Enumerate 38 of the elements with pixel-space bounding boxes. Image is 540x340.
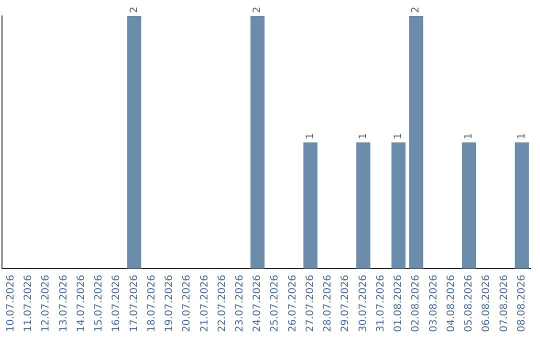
x-tick-label: 04.08.2026 bbox=[446, 274, 457, 332]
data-label: 1 bbox=[393, 132, 404, 140]
x-tick-label: 18.07.2026 bbox=[146, 274, 158, 332]
x-tick-label: 23.07.2026 bbox=[234, 274, 246, 332]
x-tick-label: 15.07.2026 bbox=[94, 274, 105, 332]
x-tick-label: 21.07.2026 bbox=[199, 274, 210, 332]
data-label: 1 bbox=[516, 132, 528, 140]
x-tick-label: 05.08.2026 bbox=[464, 274, 475, 332]
data-label: 2 bbox=[252, 6, 264, 13]
x-tick-label: 28.07.2026 bbox=[322, 274, 334, 332]
data-label: 2 bbox=[410, 6, 422, 13]
x-tick-label: 19.07.2026 bbox=[164, 274, 176, 332]
x-tick-label: 16.07.2026 bbox=[111, 274, 122, 332]
x-tick-label: 22.07.2026 bbox=[216, 274, 228, 332]
x-tick-label: 08.08.2026 bbox=[516, 274, 528, 332]
x-tick-label: 12.07.2026 bbox=[40, 274, 52, 332]
x-tick-label: 01.08.2026 bbox=[393, 274, 404, 332]
data-label: 1 bbox=[464, 132, 475, 140]
x-tick-label: 02.08.2026 bbox=[410, 274, 422, 332]
x-tick-label: 10.07.2026 bbox=[5, 274, 16, 332]
x-tick-label: 30.07.2026 bbox=[358, 274, 369, 332]
x-tick-label: 24.07.2026 bbox=[252, 274, 264, 332]
x-tick-label: 26.07.2026 bbox=[287, 274, 298, 332]
data-label: 1 bbox=[304, 132, 316, 140]
x-tick-label: 06.08.2026 bbox=[481, 274, 492, 332]
x-tick-label: 13.07.2026 bbox=[58, 274, 70, 332]
data-label: 2 bbox=[128, 6, 140, 13]
x-tick-label: 27.07.2026 bbox=[304, 274, 316, 332]
x-tick-label: 31.07.2026 bbox=[375, 274, 386, 332]
x-tick-label: 25.07.2026 bbox=[270, 274, 281, 332]
data-label: 1 bbox=[358, 132, 369, 140]
x-tick-label: 20.07.2026 bbox=[182, 274, 193, 332]
x-tick-label: 29.07.2026 bbox=[340, 274, 352, 332]
x-tick-label: 17.07.2026 bbox=[128, 274, 140, 332]
x-tick-label: 11.07.2026 bbox=[23, 274, 34, 332]
x-tick-label: 07.08.2026 bbox=[498, 274, 510, 332]
x-tick-label: 03.08.2026 bbox=[428, 274, 440, 332]
x-tick-label: 14.07.2026 bbox=[76, 274, 87, 332]
